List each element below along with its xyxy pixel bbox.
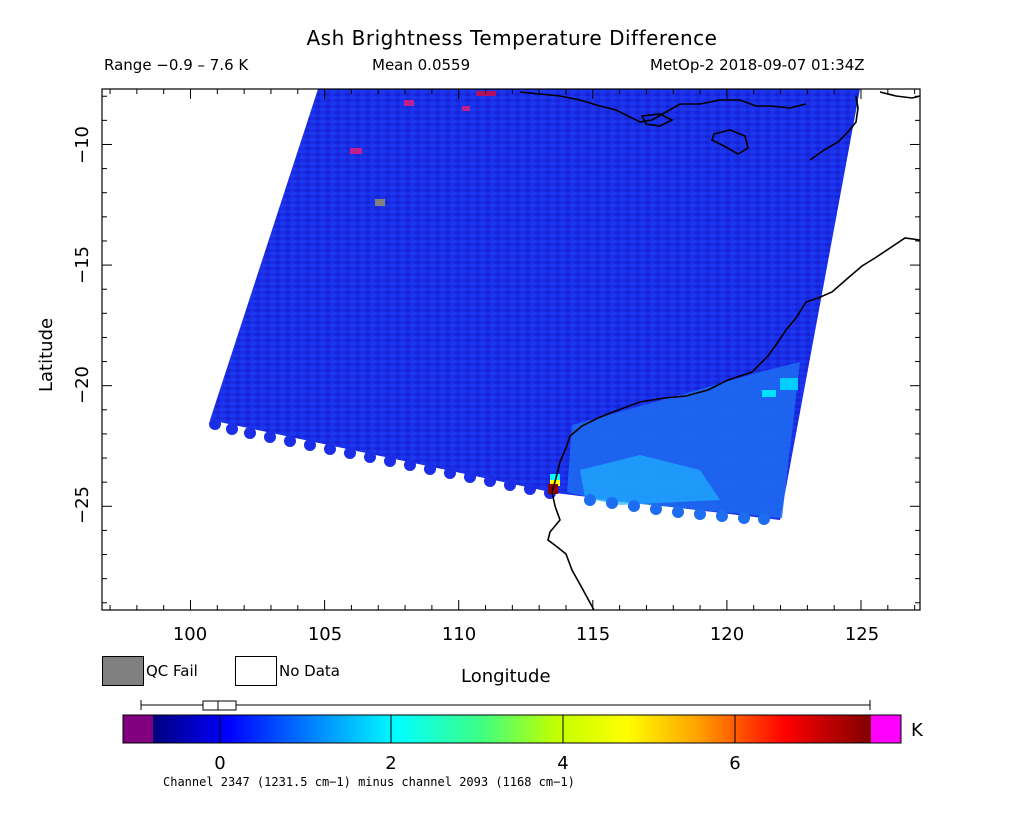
x-tick-label: 100 <box>173 624 207 645</box>
plot-title: Ash Brightness Temperature Difference <box>306 26 718 50</box>
x-tick-label: 110 <box>442 624 476 645</box>
colorbar-frame <box>122 714 902 744</box>
colorbar-tick-label: 6 <box>729 753 740 774</box>
x-tick-label: 120 <box>710 624 744 645</box>
qc-fail-label: QC Fail <box>146 662 198 680</box>
colorbar <box>153 715 871 743</box>
colorbar-tick-label: 0 <box>214 753 225 774</box>
x-tick-label: 115 <box>576 624 610 645</box>
bright-pixel <box>780 378 798 390</box>
x-axis-label: Longitude <box>461 666 551 687</box>
anomaly-pixel <box>350 148 362 154</box>
x-tick-label: 105 <box>308 624 342 645</box>
no-data-label: No Data <box>279 662 340 680</box>
plot-frame <box>101 88 921 611</box>
x-axis-ticks <box>109 89 916 610</box>
anomaly-pixel <box>404 100 414 106</box>
satellite-time-label: MetOp-2 2018-09-07 01:34Z <box>650 56 865 74</box>
y-axis-label: Latitude <box>36 317 57 392</box>
colorbar-under <box>123 715 153 743</box>
colorbar-over <box>871 715 901 743</box>
qc-fail-swatch <box>102 656 144 686</box>
bright-pixel <box>762 390 776 397</box>
colorbar-unit: K <box>911 720 923 741</box>
colorbar-tick-label: 2 <box>385 753 396 774</box>
channel-footnote: Channel 2347 (1231.5 cm−1) minus channel… <box>163 775 575 789</box>
swath-edge-se <box>584 494 770 525</box>
range-label: Range −0.9 – 7.6 K <box>104 56 249 74</box>
x-tick-label: 125 <box>845 624 879 645</box>
qc-fail-pixel <box>375 199 385 206</box>
mean-label: Mean 0.0559 <box>372 56 471 74</box>
no-data-swatch <box>235 656 277 686</box>
y-tick-label: −25 <box>72 486 93 524</box>
y-tick-label: −15 <box>72 246 93 284</box>
anomaly-pixel <box>462 106 470 111</box>
colorbar-ticks <box>219 715 736 743</box>
y-tick-label: −20 <box>72 366 93 404</box>
y-axis-ticks <box>102 95 920 604</box>
y-tick-label: −10 <box>72 126 93 164</box>
colorbar-tick-label: 4 <box>557 753 568 774</box>
elevated-values-core <box>580 455 720 505</box>
value-boxplot <box>140 700 871 711</box>
